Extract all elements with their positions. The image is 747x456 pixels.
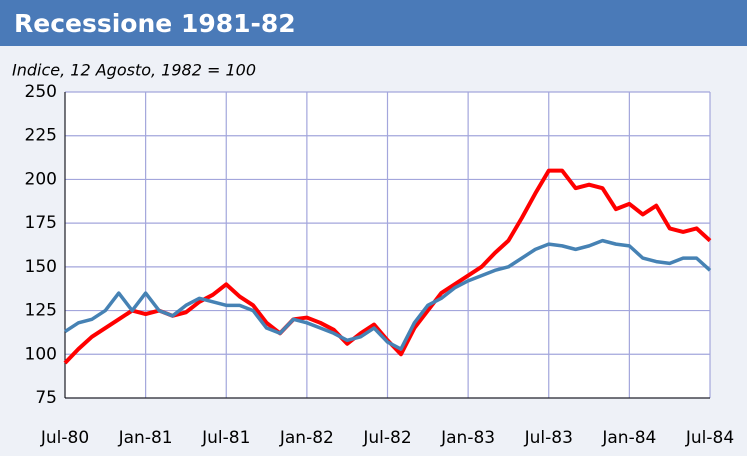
x-tick-label: Jan-82 xyxy=(279,428,334,448)
y-tick-label: 200 xyxy=(25,169,57,189)
x-tick-label: Jul-80 xyxy=(40,428,89,448)
y-tick-label: 100 xyxy=(25,344,57,364)
y-tick-label: 225 xyxy=(25,126,57,146)
x-tick-label: Jul-82 xyxy=(362,428,411,448)
x-tick-label: Jan-83 xyxy=(440,428,495,448)
series-line xyxy=(64,238,712,351)
y-tick-label: 125 xyxy=(25,301,57,321)
x-tick-label: Jul-81 xyxy=(201,428,250,448)
x-tick-label: Jul-84 xyxy=(685,428,734,448)
x-tick-label: Jan-81 xyxy=(118,428,173,448)
y-tick-label: 75 xyxy=(35,388,57,408)
x-tick-label: Jan-84 xyxy=(601,428,656,448)
header-bar xyxy=(0,0,747,46)
y-tick-label: 150 xyxy=(25,257,57,277)
chart-subtitle: Indice, 12 Agosto, 1982 = 100 xyxy=(12,61,256,80)
y-tick-label: 175 xyxy=(25,213,57,233)
y-tick-label: 250 xyxy=(25,82,57,102)
chart-title: Recessione 1981-82 xyxy=(14,9,296,38)
x-tick-label: Jul-83 xyxy=(524,428,573,448)
